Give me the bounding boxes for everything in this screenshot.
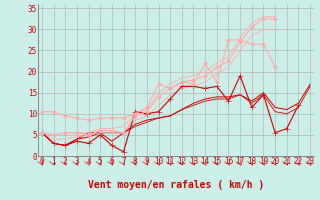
- X-axis label: Vent moyen/en rafales ( km/h ): Vent moyen/en rafales ( km/h ): [88, 180, 264, 190]
